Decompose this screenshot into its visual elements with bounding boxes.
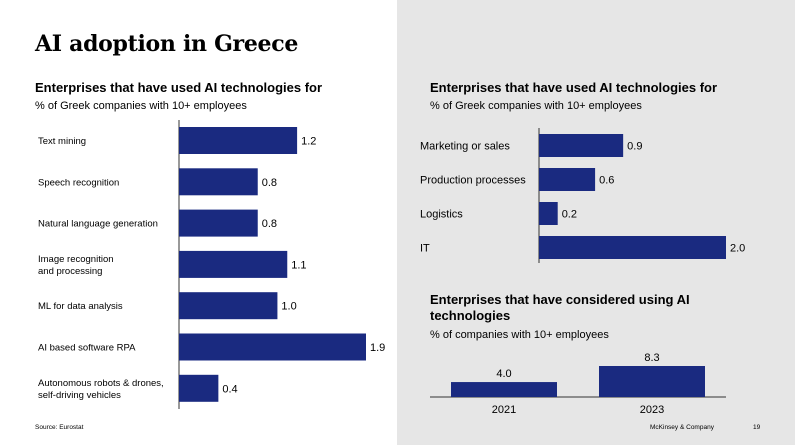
chart1-bar (179, 292, 278, 320)
chart1-value-label: 1.1 (291, 259, 306, 271)
chart1-bar (179, 168, 258, 196)
chart3-value-label: 4.0 (496, 368, 511, 380)
chart3-title: Enterprises that have considered using A… (430, 292, 690, 323)
chart2-value-label: 0.6 (599, 175, 614, 187)
chart1-bar (179, 333, 366, 361)
chart1-bar (179, 209, 258, 237)
chart2-category-label: Production processes (420, 175, 526, 187)
chart1-category-label: AI based software RPA (38, 343, 136, 354)
chart2-bar (539, 236, 726, 259)
chart2-category-label: Logistics (420, 209, 463, 221)
chart1-bar (179, 127, 298, 154)
chart1-subtitle: % of Greek companies with 10+ employees (35, 100, 247, 112)
chart3-category-label: 2023 (640, 404, 664, 416)
chart1-bar (179, 374, 219, 402)
chart2-bar (539, 168, 596, 191)
chart2-subtitle: % of Greek companies with 10+ employees (430, 100, 642, 112)
page-title: AI adoption in Greece (35, 31, 299, 57)
chart1-category-label: Image recognition (38, 254, 114, 265)
chart1-category-label: Natural language generation (38, 219, 158, 230)
chart1-category-label: Autonomous robots & drones, (38, 378, 164, 389)
chart1-category-label: self-driving vehicles (38, 390, 121, 401)
chart2-title: Enterprises that have used AI technologi… (430, 80, 718, 95)
source-note: Source: Eurostat (35, 424, 84, 431)
chart1-category-label: Speech recognition (38, 177, 119, 188)
chart2-bar (539, 134, 624, 157)
chart3-value-label: 8.3 (644, 352, 659, 364)
chart1-category-label: Text mining (38, 136, 86, 147)
chart1-category-label: ML for data analysis (38, 301, 123, 312)
chart1-value-label: 0.8 (262, 177, 277, 189)
chart1-title: Enterprises that have used AI technologi… (35, 80, 323, 95)
chart1-bar (179, 250, 288, 278)
chart1-value-label: 1.9 (370, 342, 385, 354)
chart1-value-label: 0.8 (262, 218, 277, 230)
chart1-value-label: 0.4 (222, 383, 237, 395)
chart3-subtitle: % of companies with 10+ employees (430, 329, 609, 341)
chart2-category-label: IT (420, 243, 430, 255)
chart2-bar (539, 202, 558, 225)
chart3-category-label: 2021 (492, 404, 516, 416)
chart1-category-label: and processing (38, 266, 102, 277)
chart1-value-label: 1.0 (281, 301, 296, 313)
chart2-value-label: 2.0 (730, 243, 745, 255)
chart2-value-label: 0.9 (627, 141, 642, 153)
chart3-bar (599, 366, 705, 397)
chart3-bar (451, 382, 557, 397)
right-panel (397, 0, 795, 445)
chart2-value-label: 0.2 (562, 209, 577, 221)
page-number: 19 (753, 424, 761, 431)
chart2-category-label: Marketing or sales (420, 141, 510, 153)
chart1-value-label: 1.2 (301, 136, 316, 148)
brand-name: McKinsey & Company (650, 424, 714, 431)
